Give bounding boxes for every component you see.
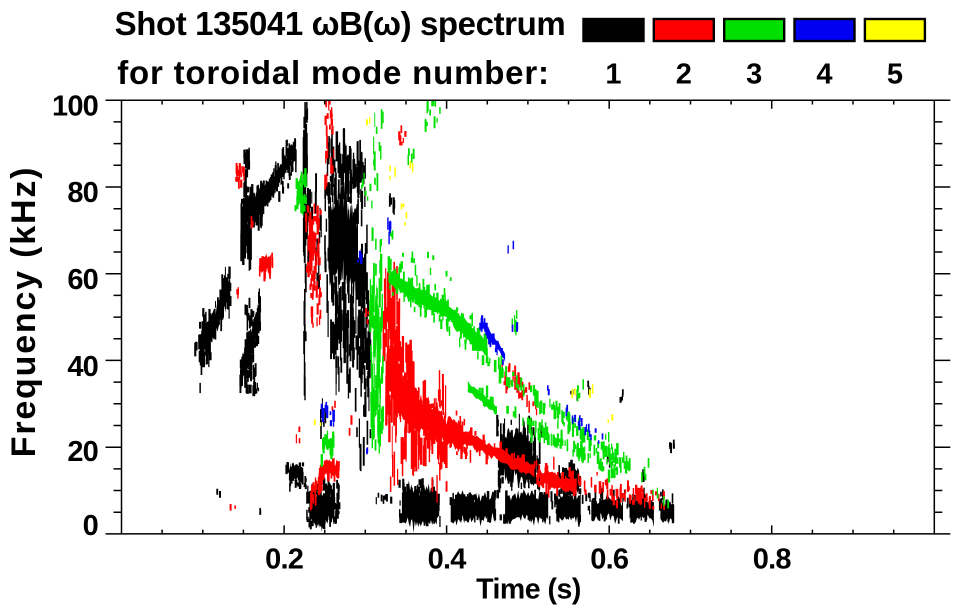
svg-text:0.6: 0.6 <box>590 544 629 576</box>
svg-text:Shot 135041 ωB(ω) spectrum: Shot 135041 ωB(ω) spectrum <box>115 5 566 42</box>
svg-text:100: 100 <box>52 91 98 123</box>
svg-text:0: 0 <box>83 510 98 542</box>
svg-text:0.4: 0.4 <box>428 544 467 576</box>
svg-text:4: 4 <box>816 59 832 91</box>
svg-text:5: 5 <box>887 59 903 91</box>
svg-text:for toroidal mode number:: for toroidal mode number: <box>117 54 550 91</box>
svg-text:1: 1 <box>605 59 621 91</box>
svg-text:80: 80 <box>67 177 98 209</box>
svg-text:Time (s): Time (s) <box>476 574 581 606</box>
svg-text:40: 40 <box>67 351 98 383</box>
svg-text:Frequency (kHz): Frequency (kHz) <box>5 166 43 458</box>
svg-text:0.8: 0.8 <box>753 544 792 576</box>
svg-text:60: 60 <box>67 264 98 296</box>
svg-text:2: 2 <box>676 59 692 91</box>
svg-text:0.2: 0.2 <box>265 544 303 576</box>
svg-text:20: 20 <box>67 436 98 468</box>
svg-text:3: 3 <box>746 59 762 91</box>
